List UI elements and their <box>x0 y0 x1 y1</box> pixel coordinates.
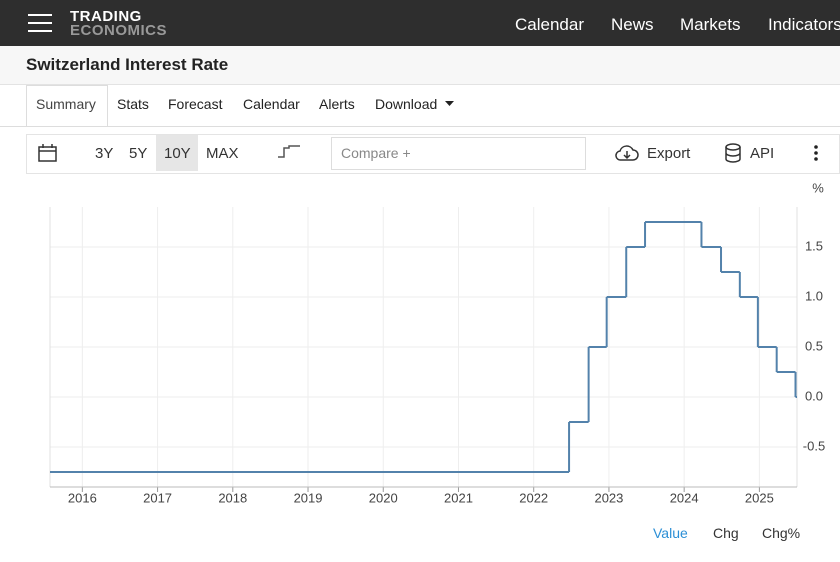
tab[interactable]: Download <box>375 96 438 112</box>
tab[interactable]: Alerts <box>319 96 355 112</box>
x-tick-label: 2022 <box>519 490 548 505</box>
nav-link[interactable]: News <box>611 15 654 34</box>
range-button[interactable]: MAX <box>206 145 239 162</box>
x-tick-label: 2016 <box>68 490 97 505</box>
tab[interactable]: Summary <box>36 96 96 112</box>
logo-bottom: ECONOMICS <box>70 22 168 39</box>
footer-tab[interactable]: Chg <box>713 525 739 541</box>
x-tick-label: 2023 <box>594 490 623 505</box>
page-title: Switzerland Interest Rate <box>26 55 229 74</box>
dropdown-caret <box>445 101 454 106</box>
compare-input[interactable] <box>331 137 586 170</box>
step-icon[interactable] <box>277 145 301 159</box>
y-tick-label: 0.0 <box>805 388 823 403</box>
y-unit: % <box>812 180 824 195</box>
nav-link[interactable]: Calendar <box>515 15 584 34</box>
api-button[interactable]: API <box>750 145 775 162</box>
tab-active <box>26 85 108 127</box>
title-bar: Switzerland Interest Rate <box>0 46 840 85</box>
export-button[interactable]: Export <box>647 145 691 162</box>
calendar-icon[interactable] <box>38 144 58 162</box>
top-bar: TRADING ECONOMICS Calendar News Markets … <box>0 0 840 46</box>
menu-icon[interactable] <box>28 14 52 32</box>
x-tick-label: 2017 <box>143 490 172 505</box>
x-tick-label: 2018 <box>218 490 247 505</box>
y-tick-label: 1.5 <box>805 238 823 253</box>
api-icon[interactable] <box>724 143 742 163</box>
tab[interactable]: Calendar <box>243 96 300 112</box>
nav-link[interactable]: Markets <box>680 15 741 34</box>
export-icon[interactable] <box>615 144 639 162</box>
y-tick-label: 0.5 <box>805 338 823 353</box>
x-tick-label: 2020 <box>369 490 398 505</box>
chart: % 1.5 1.0 0.5 0.0 -0.5 2016 2017 2018 2019 2020 20… <box>49 180 825 505</box>
x-tick-label: 2021 <box>444 490 473 505</box>
nav-link[interactable]: Indicators <box>768 15 840 34</box>
range-button[interactable]: 10Y <box>164 145 191 162</box>
logo[interactable]: TRADING ECONOMICS <box>70 8 168 39</box>
x-tick-label: 2024 <box>670 490 699 505</box>
logo-top: TRADING <box>70 8 142 25</box>
range-button[interactable]: 3Y <box>95 145 114 162</box>
footer-tab[interactable]: Chg% <box>762 525 801 541</box>
y-tick-label: 1.0 <box>805 288 823 303</box>
range-selected-bg <box>156 135 198 171</box>
tab-divider <box>0 126 840 127</box>
x-tick-label: 2019 <box>294 490 323 505</box>
range-button[interactable]: 5Y <box>129 145 148 162</box>
more-icon[interactable] <box>813 145 819 161</box>
x-tick-label: 2025 <box>745 490 774 505</box>
compare-placeholder: Compare + <box>341 145 411 161</box>
footer-tab[interactable]: Value <box>653 525 688 541</box>
y-tick-label: -0.5 <box>803 438 825 453</box>
tab[interactable]: Stats <box>117 96 149 112</box>
tab[interactable]: Forecast <box>168 96 223 112</box>
